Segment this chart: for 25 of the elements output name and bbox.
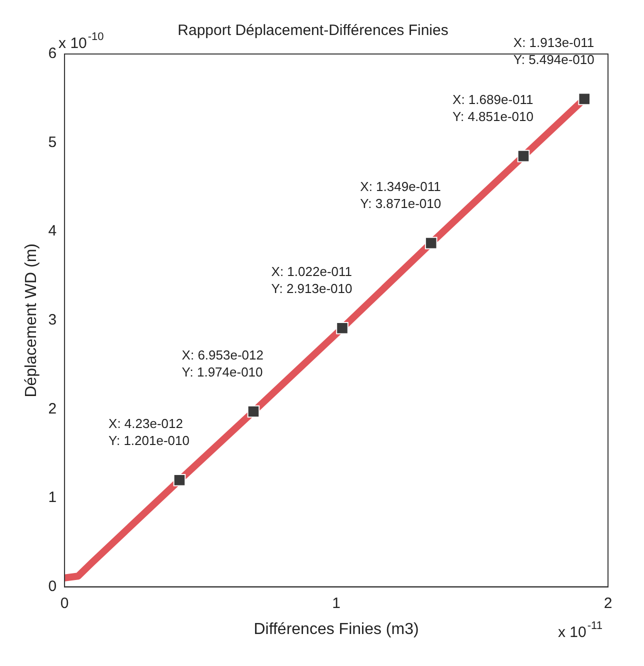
x-tick-label: 2 [604,594,612,612]
y-tick-label: 1 [48,489,57,506]
point [173,474,186,486]
annotation: X: 1.349e-011 Y: 3.871e-010 [360,179,442,212]
point [517,150,530,162]
annotation: X: 1.689e-011 Y: 4.851e-010 [452,92,534,124]
x-tick-label: 0 [60,594,69,612]
y-tick-label: 0 [48,578,57,595]
y-tick-label: 4 [48,222,57,240]
y-tick-label: 2 [48,400,57,418]
x-axis-title: Différences Finies (m3) [254,620,419,638]
chart-title: Rapport Déplacement-Différences Finies [178,22,448,40]
x-tick-label: 1 [332,594,340,612]
annotation: X: 4.23e-012 Y: 1.201e-010 [108,416,190,448]
annotation: X: 1.022e-011 Y: 2.913e-010 [271,264,352,296]
annotation: X: 6.953e-012 Y: 1.974e-010 [182,348,264,380]
point [247,405,260,418]
point [578,92,591,106]
y-tick-label: 6 [48,45,57,62]
y-axis-title: Déplacement WD (m) [23,243,40,398]
y-tick-label: 3 [48,312,57,329]
y-tick-label: 5 [48,134,57,151]
annotation: X: 1.913e-011 Y: 5.494e-010 [513,34,594,67]
point [336,322,348,334]
point [424,236,438,250]
